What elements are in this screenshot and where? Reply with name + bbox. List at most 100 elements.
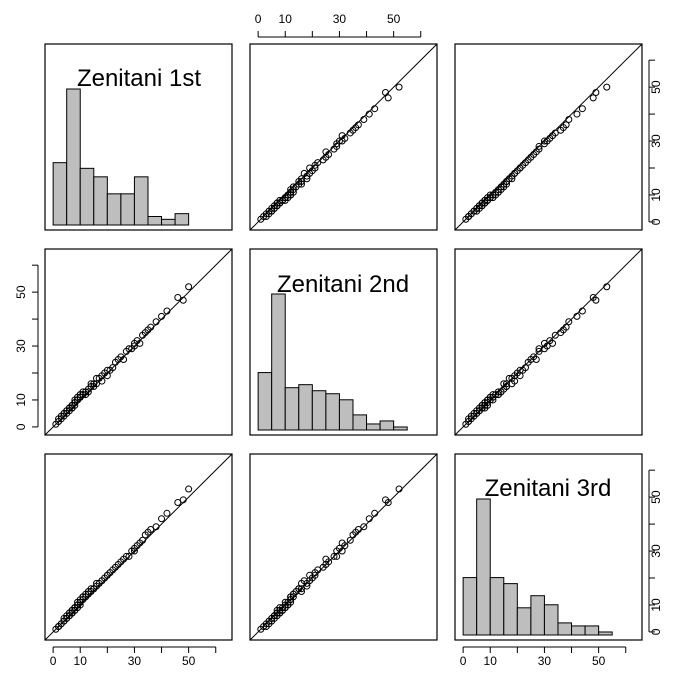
hist-bar [598,631,613,636]
identity-line [454,248,643,436]
panel-frame [44,43,233,231]
panel-r3-c2 [249,453,438,641]
panel-frame [249,453,438,641]
tick-top-50: 50 [387,12,401,26]
identity-line [44,453,233,641]
scatter-point [589,94,597,102]
scatter-point [314,159,322,167]
hist-bar [133,176,149,226]
tick-right-r1-30: 30 [649,134,663,148]
scatter-point [502,180,510,188]
hist-bar [147,216,163,226]
tick-bottom-c1-30: 30 [128,654,142,668]
hist-bar [298,384,313,431]
scatter-point [511,377,519,385]
scatter-point [535,347,543,355]
tick-right-r3-10: 10 [649,598,663,612]
hist-bar [284,387,300,431]
tick-top-10: 10 [279,12,293,26]
scatter-point [505,374,513,382]
panel-r2-c1 [44,248,233,436]
scatter-point [120,356,128,364]
tick-labels: 0 10 30 50 0 10 30 50 0 10 30 50 0 10 30… [14,12,663,668]
scatter-point [354,121,362,129]
scatter-point [603,83,611,91]
tick-bottom-c3-30: 30 [538,654,552,668]
tick-bottom-c3-50: 50 [592,654,606,668]
scatter-point [303,582,311,590]
scatter-point [395,83,403,91]
hist-bar [79,167,95,226]
scatter-point [314,566,322,574]
scatter-point [535,345,543,353]
tick-bottom-c3-10: 10 [484,654,498,668]
scatter-point [300,169,308,177]
hist-bar [338,399,354,431]
hist-bar [93,176,108,226]
scatter-point [354,525,362,533]
diagonal-labels: Zenitani 1st Zenitani 2nd Zenitani 3rd [77,65,611,502]
scatter-point [573,110,581,118]
tick-bottom-c1-10: 10 [74,654,88,668]
scatter-point [297,585,305,593]
scatter-point [163,509,171,517]
scatter-point [276,196,284,204]
scatter-point [185,283,193,291]
tick-right-r1-10: 10 [649,188,663,202]
hist-bar [543,604,559,636]
scatter-point [147,525,155,533]
tick-top-30: 30 [333,12,347,26]
scatter-point [92,374,100,382]
scatter-point [122,552,130,560]
hist-bar [557,622,573,636]
tick-left-r2-0: 0 [14,423,28,430]
scatter-point [335,544,343,552]
scatter-point [92,380,100,388]
panel-r3-c3 [454,453,643,641]
scatter-point [502,380,510,388]
scatter-point [303,175,311,183]
scatter-point [549,339,557,347]
scatter-point [346,536,354,544]
panel-frame [44,453,233,641]
identity-line [44,248,233,436]
hist-bar [106,193,122,226]
scatter-point [338,132,346,140]
panel-r3-c1 [44,453,233,641]
scatter-point [478,404,486,412]
hist-bar [271,293,286,431]
scatter-point [573,312,581,320]
scatter-point [516,372,524,380]
panel-frame [454,453,643,641]
panels [44,43,643,641]
tick-bottom-c1-0: 0 [50,654,57,668]
scatter-point [284,601,292,609]
scatter-point [565,318,573,326]
scatter-point [306,164,314,172]
scatter-point [71,401,79,409]
tick-right-r3-30: 30 [649,544,663,558]
hist-bar [120,193,135,226]
scatter-point [486,393,494,401]
scatter-point [322,555,330,563]
diag-label-1: Zenitani 1st [77,65,201,92]
tick-left-r2-50: 50 [14,285,28,299]
scatter-point [289,183,297,191]
hist-bar [489,577,505,636]
scatter-point [371,105,379,113]
scatter-point [87,585,95,593]
tick-top-0: 0 [255,12,262,26]
scatter-point [125,552,133,560]
identity-line [454,43,643,231]
scatter-point [365,515,373,523]
identity-line [249,453,438,641]
hist-bar [393,426,408,431]
hist-bar [516,607,532,636]
scatter-point [365,110,373,118]
tick-bottom-c1-50: 50 [182,654,196,668]
diag-label-3: Zenitani 3rd [485,475,612,502]
hist-bar [462,577,478,636]
hist-bar [325,393,340,431]
scatter-point [562,323,570,331]
